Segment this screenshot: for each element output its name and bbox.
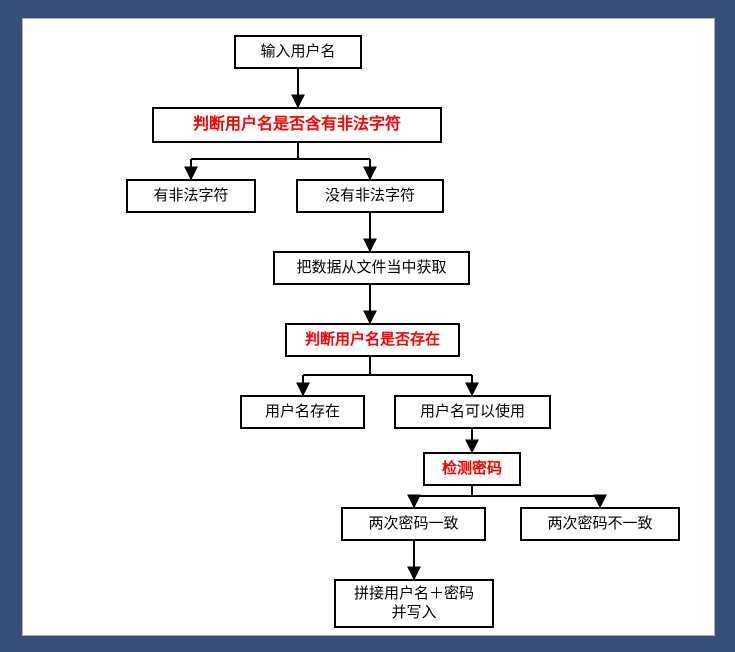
flowchart-node-n10: 两次密码一致 — [341, 507, 486, 541]
flowchart-node-n1: 输入用户名 — [234, 35, 362, 69]
node-label: 没有非法字符 — [325, 187, 415, 206]
node-label: 用户名可以使用 — [420, 403, 525, 422]
flowchart-canvas: 输入用户名判断用户名是否含有非法字符有非法字符 没有非法字符把数据从文件当中获取判… — [22, 18, 715, 636]
flowchart-node-n8: 用户名可以使用 — [394, 395, 551, 429]
node-label: 判断用户名是否存在 — [305, 331, 440, 350]
node-label: 用户名存在 — [265, 403, 340, 422]
node-label: 两次密码一致 — [368, 515, 458, 534]
flowchart-node-n7: 用户名存在 — [240, 395, 365, 429]
flowchart-node-n11: 两次密码不一致 — [520, 507, 680, 541]
flowchart-node-n2: 判断用户名是否含有非法字符 — [152, 107, 442, 143]
node-label: 两次密码不一致 — [547, 515, 652, 534]
flowchart-node-n6: 判断用户名是否存在 — [285, 323, 460, 357]
node-label: 检测密码 — [442, 460, 502, 479]
flowchart-node-n5: 把数据从文件当中获取 — [273, 251, 470, 285]
node-label: 有非法字符 — [153, 187, 228, 206]
node-label: 判断用户名是否含有非法字符 — [193, 115, 401, 135]
node-label: 输入用户名 — [260, 43, 335, 62]
flowchart-node-n3: 有非法字符 — [126, 179, 256, 213]
node-label: 拼接用户名＋密码 并写入 — [354, 585, 474, 623]
flowchart-node-n4: 没有非法字符 — [296, 179, 444, 213]
flowchart-node-n9: 检测密码 — [423, 452, 521, 486]
flowchart-node-n12: 拼接用户名＋密码 并写入 — [334, 579, 494, 628]
node-label: 把数据从文件当中获取 — [296, 259, 446, 278]
